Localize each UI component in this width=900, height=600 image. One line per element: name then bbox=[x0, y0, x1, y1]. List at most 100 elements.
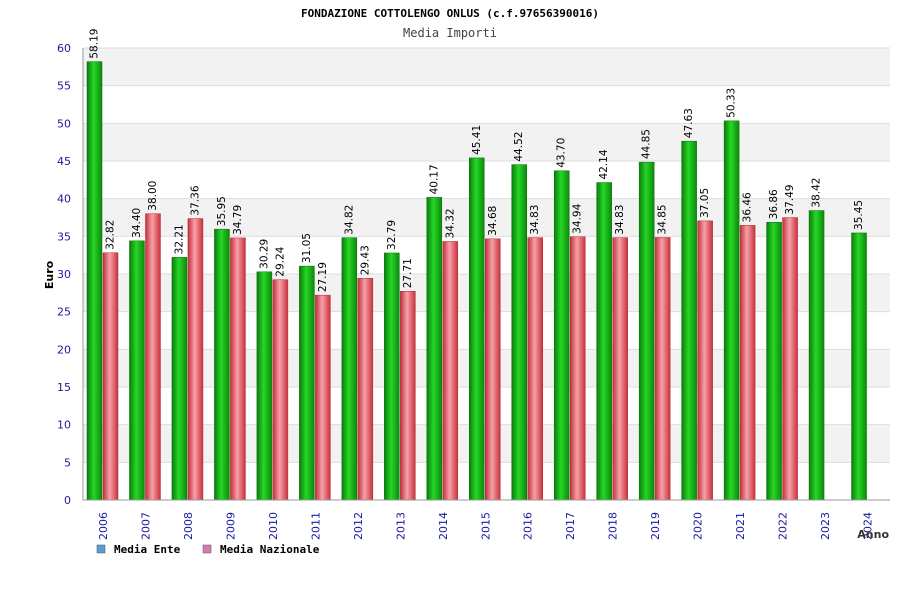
bar-media-nazionale bbox=[102, 252, 119, 501]
data-label: 34.83 bbox=[529, 205, 541, 235]
data-label: 58.19 bbox=[89, 29, 101, 59]
x-tick-label: 2011 bbox=[309, 512, 322, 540]
data-label: 34.94 bbox=[572, 203, 584, 233]
x-tick-label: 2022 bbox=[777, 512, 790, 540]
x-tick-label: 2006 bbox=[97, 512, 110, 540]
y-tick-label: 45 bbox=[57, 155, 71, 168]
y-tick-label: 25 bbox=[57, 306, 71, 319]
bar-media-nazionale bbox=[612, 237, 628, 501]
legend-label: Media Ente bbox=[114, 543, 181, 556]
plot-band bbox=[83, 123, 890, 161]
bar-media-ente bbox=[426, 197, 443, 501]
bar-media-ente bbox=[341, 237, 358, 501]
y-tick-label: 60 bbox=[57, 42, 71, 55]
x-axis-ticks: 2006 2007 2008 2009 2010 2011 2012 2013 2014 2015… bbox=[97, 512, 875, 540]
x-tick-label: 2014 bbox=[437, 512, 450, 540]
bars: 58.19 32.82 34.40 38.00 32.21 37.36 35.95 34.79… bbox=[86, 29, 867, 501]
data-label: 34.68 bbox=[487, 206, 499, 236]
data-label: 40.17 bbox=[428, 164, 440, 194]
x-tick-label: 2021 bbox=[734, 512, 747, 540]
bar-media-nazionale bbox=[272, 279, 289, 501]
plot-band bbox=[83, 85, 890, 124]
bar-media-nazionale bbox=[485, 238, 501, 501]
bar-media-ente bbox=[766, 222, 782, 501]
x-tick-label: 2008 bbox=[182, 512, 195, 540]
x-tick-label: 2023 bbox=[819, 512, 832, 540]
legend-label: Media Nazionale bbox=[220, 543, 320, 556]
x-tick-label: 2012 bbox=[352, 512, 365, 540]
legend-swatch bbox=[202, 544, 212, 554]
plot-band bbox=[83, 48, 890, 86]
bar-media-ente bbox=[851, 232, 867, 501]
y-axis-label: Euro bbox=[43, 260, 56, 289]
data-label: 30.29 bbox=[258, 239, 270, 269]
bar-media-nazionale bbox=[145, 213, 161, 501]
data-label: 50.33 bbox=[726, 88, 738, 118]
x-tick-label: 2016 bbox=[522, 512, 535, 540]
data-label: 42.14 bbox=[598, 149, 610, 179]
y-tick-label: 10 bbox=[57, 419, 71, 432]
data-label: 44.85 bbox=[641, 129, 653, 159]
y-tick-label: 55 bbox=[57, 80, 71, 93]
bar-media-ente bbox=[638, 161, 655, 501]
bar-media-nazionale bbox=[697, 220, 713, 501]
bar-media-nazionale bbox=[569, 236, 586, 501]
y-tick-label: 30 bbox=[57, 268, 71, 281]
data-label: 27.71 bbox=[402, 258, 414, 288]
data-label: 34.40 bbox=[131, 208, 143, 238]
data-label: 36.86 bbox=[768, 189, 780, 219]
bar-media-nazionale bbox=[357, 278, 374, 501]
data-label: 35.45 bbox=[853, 200, 865, 230]
data-label: 34.85 bbox=[657, 204, 669, 234]
x-tick-label: 2019 bbox=[649, 512, 662, 540]
data-label: 27.19 bbox=[317, 262, 329, 292]
axes bbox=[82, 48, 890, 501]
data-label: 34.32 bbox=[444, 208, 456, 238]
data-label: 37.49 bbox=[784, 185, 796, 215]
bar-media-ente bbox=[511, 164, 527, 501]
bar-media-nazionale bbox=[654, 237, 671, 501]
x-tick-label: 2015 bbox=[479, 512, 492, 540]
data-label: 35.95 bbox=[216, 196, 228, 226]
bar-media-ente bbox=[808, 210, 825, 501]
bar-media-ente bbox=[469, 157, 485, 501]
data-label: 44.52 bbox=[513, 132, 525, 162]
x-tick-label: 2018 bbox=[607, 512, 620, 540]
bar-media-nazionale bbox=[527, 237, 543, 501]
data-label: 32.79 bbox=[386, 220, 398, 250]
y-axis-ticks: 0 5 10 15 20 25 30 35 40 45 50 55 60 bbox=[57, 42, 71, 507]
bar-media-ente bbox=[384, 252, 400, 501]
x-tick-label: 2024 bbox=[862, 512, 875, 540]
data-label: 45.41 bbox=[471, 125, 483, 155]
x-axis-label: Anno bbox=[857, 528, 889, 541]
y-tick-label: 0 bbox=[64, 494, 71, 507]
bar-media-ente bbox=[129, 240, 145, 501]
bar-media-nazionale bbox=[315, 294, 331, 501]
bar-media-ente bbox=[214, 228, 230, 501]
bar-media-ente bbox=[553, 170, 570, 501]
data-label: 37.05 bbox=[699, 188, 711, 218]
data-label: 37.36 bbox=[189, 185, 201, 215]
plot-band bbox=[83, 161, 890, 199]
chart-subtitle: Media Importi bbox=[403, 26, 497, 40]
bar-media-nazionale bbox=[230, 237, 246, 501]
x-tick-label: 2017 bbox=[564, 512, 577, 540]
bar-media-ente bbox=[596, 182, 612, 501]
bar-media-nazionale bbox=[400, 291, 416, 501]
data-label: 34.82 bbox=[343, 205, 355, 235]
bar-media-nazionale bbox=[782, 217, 798, 501]
data-label: 31.05 bbox=[301, 233, 313, 263]
data-label: 34.83 bbox=[614, 205, 626, 235]
data-label: 47.63 bbox=[683, 108, 695, 138]
x-tick-label: 2007 bbox=[139, 512, 152, 540]
data-label: 38.42 bbox=[811, 178, 823, 208]
y-tick-label: 20 bbox=[57, 343, 71, 356]
data-label: 34.79 bbox=[232, 205, 244, 235]
y-tick-label: 50 bbox=[57, 117, 71, 130]
bar-media-ente bbox=[171, 257, 188, 501]
y-tick-label: 15 bbox=[57, 381, 71, 394]
legend-swatch bbox=[96, 544, 106, 554]
y-tick-label: 35 bbox=[57, 230, 71, 243]
data-label: 32.82 bbox=[105, 220, 117, 250]
y-tick-label: 5 bbox=[64, 456, 71, 469]
